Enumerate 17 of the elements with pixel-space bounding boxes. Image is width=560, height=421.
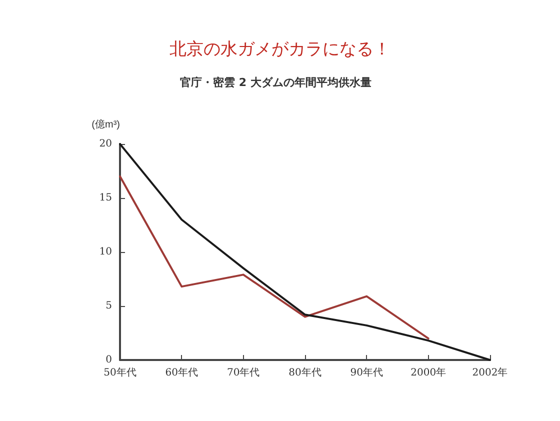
x-tick-label: 2000年 (410, 366, 446, 378)
y-tick-label: 20 (99, 138, 112, 150)
x-tick-label: 2002年 (472, 366, 508, 378)
y-tick-label: 5 (106, 300, 112, 312)
line-series (119, 143, 491, 361)
x-tick-label: 90年代 (350, 366, 384, 378)
chart-subtitle: 官庁・密雲 2 大ダムの年間平均供水量 (180, 76, 372, 89)
x-tick-label: 60年代 (165, 366, 198, 378)
line-series (119, 175, 430, 340)
chart-title: 北京の水ガメがカラになる！ (170, 40, 390, 60)
x-tick-label: 50年代 (104, 366, 136, 378)
y-axis-title: (億m³) (92, 118, 120, 130)
y-tick-label: 15 (99, 192, 112, 204)
x-tick-label: 70年代 (226, 366, 260, 378)
y-tick-label: 10 (99, 246, 112, 258)
y-tick-label: 0 (106, 354, 112, 366)
x-tick-label: 80年代 (288, 366, 322, 378)
